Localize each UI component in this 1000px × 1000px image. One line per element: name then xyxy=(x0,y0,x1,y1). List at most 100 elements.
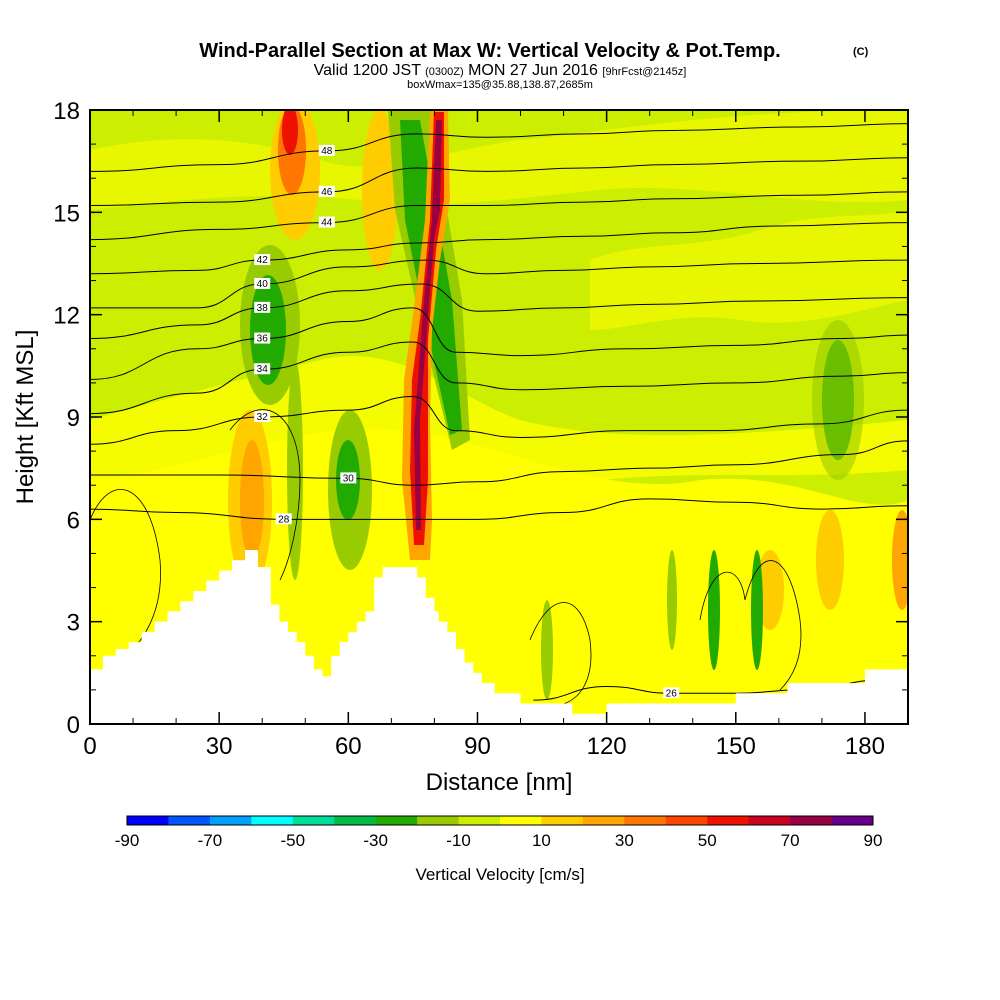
field-orange-upper-mid xyxy=(362,110,398,270)
colorbar-tick-label: 70 xyxy=(781,831,800,850)
isentrope-48 xyxy=(90,123,908,172)
y-tick-label: 9 xyxy=(67,405,80,432)
isentrope-label-bg xyxy=(275,513,292,525)
y-tick-label: 12 xyxy=(53,303,80,330)
field-orange-right xyxy=(816,510,844,610)
subtitle-date: MON 27 Jun 2016 xyxy=(464,62,603,79)
isentrope-label-40: 40 xyxy=(254,277,271,290)
y-tick-label: 18 xyxy=(53,98,80,125)
isentrope-label-text: 44 xyxy=(321,218,333,229)
isentrope-label-text: 38 xyxy=(257,303,269,314)
y-tick-label: 15 xyxy=(53,200,80,227)
isentrope-label-bg xyxy=(318,144,335,156)
subtitle-valid: Valid 1200 JST xyxy=(314,62,425,79)
isentrope-label-bg xyxy=(318,185,335,197)
field-red-upper-left xyxy=(282,110,298,155)
isentrope-label-text: 48 xyxy=(321,146,333,157)
x-tick-label: 30 xyxy=(206,733,233,760)
y-axis-label: Height [Kft MSL] xyxy=(12,330,39,505)
colorbar-swatch xyxy=(292,816,335,825)
y-tick-label: 3 xyxy=(67,610,80,637)
colorbar-title: Vertical Velocity [cm/s] xyxy=(415,865,584,884)
colorbar-swatch xyxy=(790,816,833,825)
chart-title: Wind-Parallel Section at Max W: Vertical… xyxy=(199,40,780,62)
colorbar-swatch xyxy=(707,816,750,825)
isentrope-label-44: 44 xyxy=(318,216,335,229)
colorbar-swatch xyxy=(665,816,708,825)
field-green-col-108 xyxy=(541,600,553,700)
colorbar-tick-label: -50 xyxy=(280,831,305,850)
plot-area: 26 28 30 32 34 36 38 40 42 44 46 48 xyxy=(90,110,908,724)
field-green-col-146b xyxy=(667,550,677,650)
colorbar-tick-label: 90 xyxy=(864,831,883,850)
isentrope-label-text: 28 xyxy=(278,514,290,525)
isentrope-label-bg xyxy=(254,363,271,375)
y-tick-label: 6 xyxy=(67,507,80,534)
isentrope-label-text: 40 xyxy=(257,279,269,290)
field-updraft-core xyxy=(414,120,442,530)
x-tick-label: 0 xyxy=(83,733,96,760)
colorbar-tick-label: -70 xyxy=(198,831,223,850)
colorbar: -90 -70 -50 -30 -10 10 30 50 70 90 xyxy=(115,815,883,850)
colorbar-swatch xyxy=(624,816,667,825)
chart-subtitle: Valid 1200 JST (0300Z) MON 27 Jun 2016 [… xyxy=(314,62,687,79)
isentrope-label-bg xyxy=(254,301,271,313)
chart-subtitle-box: boxWmax=135@35.88,138.87,2685m xyxy=(407,79,593,91)
colorbar-tick-label: 10 xyxy=(532,831,551,850)
velocity-contours xyxy=(90,409,802,706)
isentrope-label-text: 30 xyxy=(343,473,355,484)
velocity-contour-right xyxy=(529,602,592,706)
colorbar-swatch xyxy=(417,816,460,825)
isentrope-38 xyxy=(90,283,908,340)
colorbar-tick-label: 30 xyxy=(615,831,634,850)
velocity-contour-left xyxy=(90,489,161,661)
isentrope-label-32: 32 xyxy=(254,411,271,423)
isentrope-label-bg xyxy=(340,472,357,484)
isentrope-32 xyxy=(90,396,908,445)
colorbar-swatch xyxy=(582,816,625,825)
colorbar-swatch xyxy=(375,816,418,825)
isentrope-label-26: 26 xyxy=(663,687,680,699)
colorbar-swatch xyxy=(127,816,169,825)
subtitle-utc: (0300Z) xyxy=(425,66,464,78)
x-tick-label: 180 xyxy=(845,733,885,760)
isentrope-label-38: 38 xyxy=(254,301,271,314)
colorbar-swatch xyxy=(334,816,377,825)
x-axis: 0 30 60 90 120 150 180 xyxy=(83,110,909,760)
isentrope-36 xyxy=(90,307,908,380)
colorbar-swatch xyxy=(168,816,211,825)
isentrope-34 xyxy=(90,341,908,415)
field-green-col-146a xyxy=(708,550,720,670)
isentrope-labels: 26 28 30 32 34 36 38 40 42 44 46 48 xyxy=(254,144,680,699)
isentrope-label-34: 34 xyxy=(254,363,271,375)
velocity-contour-mid xyxy=(229,409,301,581)
colorbar-swatch xyxy=(500,816,542,825)
isentrope-label-bg xyxy=(318,216,335,228)
x-tick-label: 60 xyxy=(335,733,362,760)
isentrope-label-bg xyxy=(663,687,680,699)
field-green-col-156 xyxy=(751,550,763,670)
isentropes xyxy=(90,123,908,701)
isentrope-label-46: 46 xyxy=(318,185,335,198)
isentrope-label-text: 34 xyxy=(257,364,269,375)
colorbar-swatch xyxy=(458,816,501,825)
copyright-mark: (C) xyxy=(853,46,869,58)
colorbar-swatch xyxy=(251,816,294,825)
isentrope-label-42: 42 xyxy=(254,254,271,266)
isentrope-label-bg xyxy=(254,411,271,422)
isentrope-label-text: 36 xyxy=(257,334,269,345)
isentrope-label-bg xyxy=(254,277,271,289)
isentrope-label-bg xyxy=(254,332,271,344)
isentrope-46 xyxy=(90,157,908,207)
isentrope-42 xyxy=(90,222,908,275)
x-tick-label: 90 xyxy=(464,733,491,760)
isentrope-label-48: 48 xyxy=(318,144,335,157)
x-tick-label: 120 xyxy=(587,733,627,760)
colorbar-frame xyxy=(126,815,874,826)
colorbar-swatch xyxy=(541,816,584,825)
x-tick-label: 150 xyxy=(716,733,756,760)
isentrope-label-text: 42 xyxy=(257,255,269,266)
isentrope-label-28: 28 xyxy=(275,513,292,525)
velocity-contour-far-right xyxy=(699,560,802,691)
